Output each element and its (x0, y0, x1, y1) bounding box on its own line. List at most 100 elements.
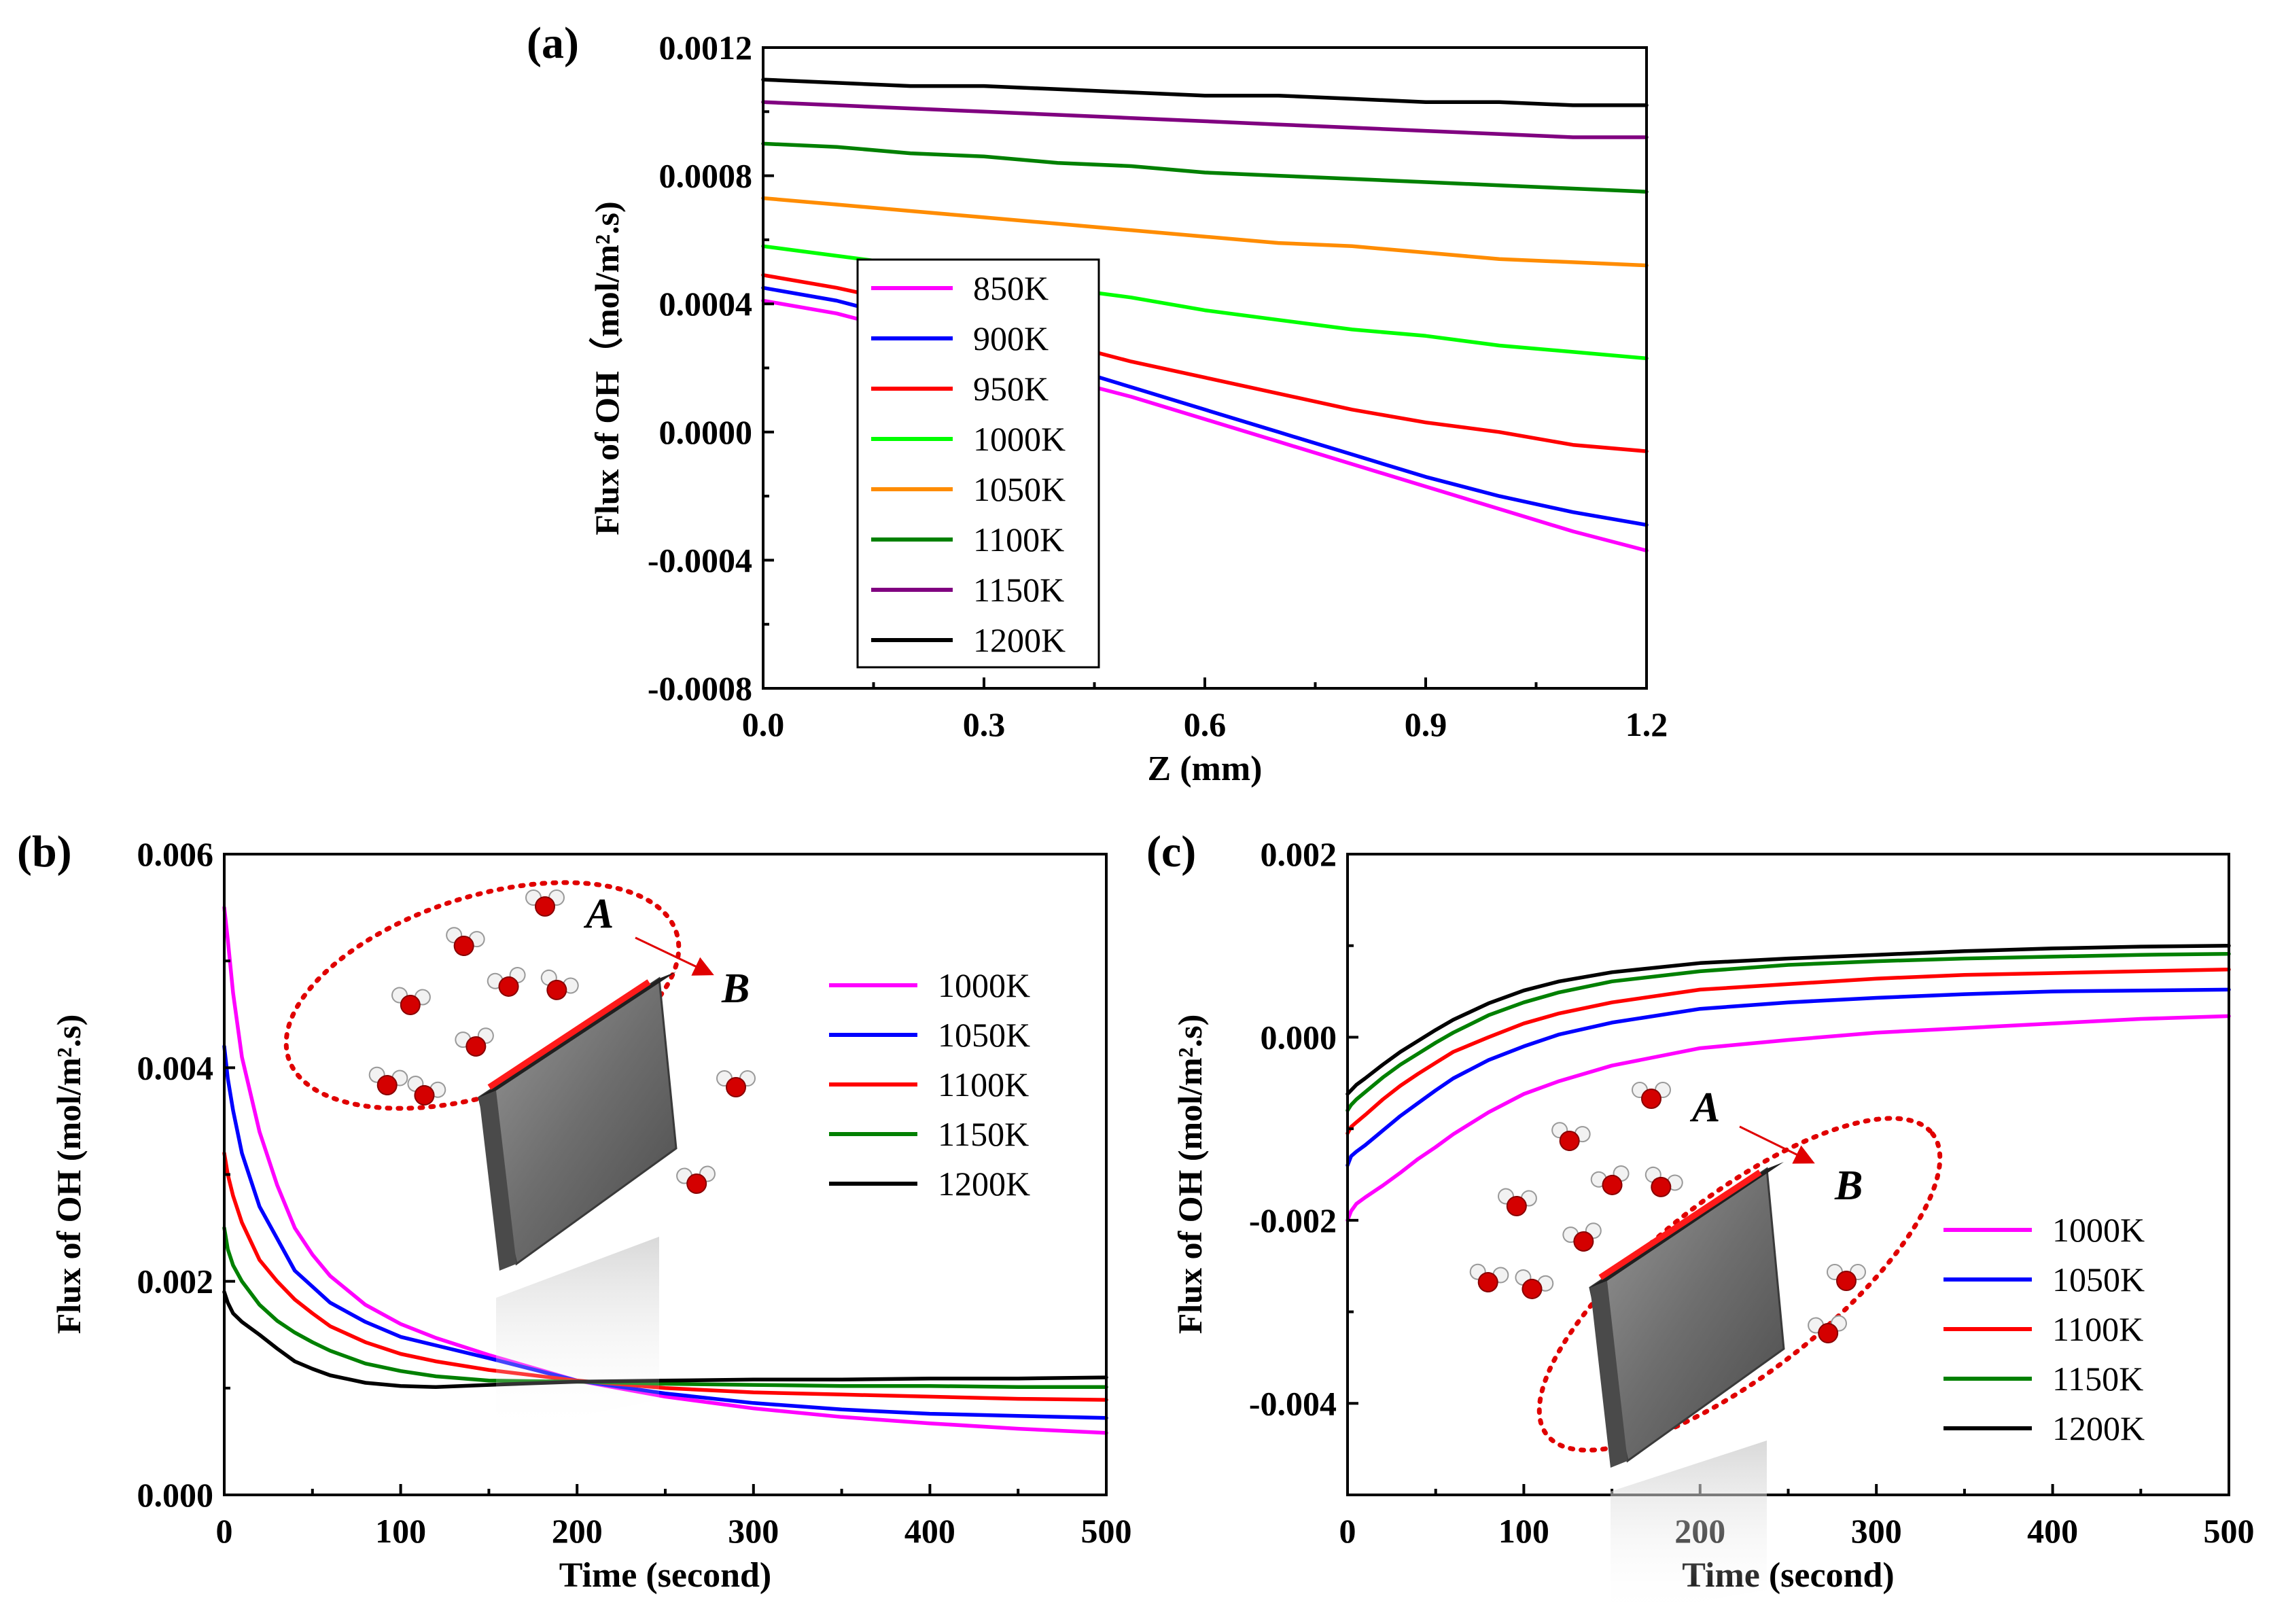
panel-c-series-1050K (1345, 987, 2231, 1167)
water-molecule-icon (525, 889, 565, 917)
panel-a-chart: 0.0 0.3 0.6 0.9 1.2 -0.0008 -0.0004 0.0000 0.000… (527, 18, 1668, 788)
panel-c-y-axis-label: Flux of OH (mol/m².s) (1171, 1014, 1209, 1335)
water-molecule-icon (1515, 1269, 1554, 1299)
panel-a-x-tick-label: 0.9 (1405, 705, 1447, 743)
panel-b-y-tick-label: 0.004 (137, 1048, 214, 1087)
panel-b-x-tick-label: 0 (216, 1512, 233, 1550)
panel-a-legend-label: 1050K (973, 470, 1066, 508)
panel-b-inset-illustration: A B (283, 880, 756, 1434)
panel-c-plate-red-surface (1598, 1169, 1762, 1280)
water-molecule-icon (368, 1066, 408, 1095)
panel-b-legend: 1000K 1050K 1100K 1150K 1200K (829, 966, 1030, 1203)
panel-a-x-tick-label: 1.2 (1625, 705, 1668, 743)
panel-c-y-tick-label: 0.000 (1261, 1018, 1337, 1056)
water-molecule-icon (676, 1165, 716, 1194)
panel-a-legend-label: 1150K (973, 571, 1064, 609)
panel-b-legend-label: 1000K (938, 966, 1030, 1004)
water-molecule-icon (1551, 1122, 1591, 1151)
panel-c-legend-label: 1150K (2052, 1360, 2143, 1398)
panel-b-water-molecules (368, 889, 756, 1194)
panel-c-label: (c) (1146, 827, 1196, 877)
panel-a-x-tick-label: 0.3 (963, 705, 1006, 743)
panel-b-plate-top-edge (479, 972, 676, 1097)
panel-c-series-1200K (1345, 943, 2231, 1096)
panel-a-x-axis-label: Z (mm) (1148, 749, 1263, 788)
panel-c-x-tick-label: 0 (1339, 1512, 1356, 1550)
panel-c-y-tick-label: -0.004 (1249, 1384, 1337, 1422)
panel-a-legend-label: 950K (973, 370, 1049, 408)
panel-b-chart: 0 100 200 300 400 500 0.000 0.002 0.004 0.006 Time… (17, 827, 1132, 1595)
panel-a-y-tick-label: 0.0004 (659, 285, 753, 323)
water-molecule-icon (1632, 1082, 1671, 1109)
panel-b-series-1150K (222, 1226, 1108, 1390)
panel-b-plate-side (479, 1091, 516, 1271)
panel-c-x-tick-label: 300 (1851, 1512, 1902, 1550)
panel-c-series-1000K (1345, 1014, 2231, 1222)
panel-a-series-1200K (761, 77, 1649, 107)
water-molecule-icon (540, 969, 579, 1000)
panel-a-x-tick-label: 0.0 (742, 705, 785, 743)
panel-c-inset-illustration: A B (1469, 1082, 1943, 1617)
panel-a-legend-label: 850K (973, 269, 1049, 307)
panel-c-legend-label: 1100K (2052, 1310, 2143, 1348)
panel-b-plate-reflection (496, 1237, 659, 1434)
water-molecule-icon (455, 1027, 494, 1057)
panel-b-legend-label: 1200K (938, 1165, 1030, 1203)
panel-a-series-1150K (761, 100, 1649, 139)
panel-b-y-tick-label: 0.006 (137, 835, 214, 873)
panel-b-x-axis-label: Time (second) (559, 1556, 771, 1595)
panel-a-legend-label: 1000K (973, 420, 1066, 458)
panel-b-plate-red-surface (487, 979, 651, 1090)
panel-a-legend: 850K 900K 950K 1000K 1050K 1100K 1150K 1200K (856, 258, 1100, 669)
panel-c-x-tick-label: 400 (2027, 1512, 2078, 1550)
panel-a-series-1100K (761, 141, 1649, 194)
panel-b-x-tick-label: 200 (552, 1512, 603, 1550)
panel-a-legend-box (856, 258, 1100, 669)
panel-b-y-tick-label: 0.002 (137, 1263, 214, 1301)
panel-c-plot-frame (1346, 853, 2230, 1496)
panel-c-legend: 1000K 1050K 1100K 1150K 1200K (1943, 1211, 2145, 1447)
panel-b-series-1050K (222, 1044, 1108, 1420)
water-molecule-icon (1644, 1166, 1683, 1197)
water-molecule-icon (1590, 1165, 1630, 1195)
panel-a-y-axis-label: Flux of OH（mol/m².s) (588, 201, 626, 535)
water-molecule-icon (446, 927, 485, 956)
panel-a-legend-label: 1200K (973, 621, 1066, 659)
panel-c-plate-top-edge (1590, 1162, 1784, 1288)
panel-b-x-tick-label: 400 (904, 1512, 955, 1550)
water-molecule-icon (1498, 1188, 1537, 1216)
water-molecule-icon (1808, 1315, 1847, 1343)
panel-c-plate-reflection (1611, 1441, 1767, 1617)
panel-a-series-1050K (761, 196, 1649, 268)
panel-c-region-b-ellipse (1536, 1116, 1943, 1453)
panel-b-legend-label: 1050K (938, 1016, 1030, 1054)
panel-c-legend-label: 1050K (2052, 1260, 2145, 1299)
water-molecule-icon (407, 1075, 446, 1106)
panel-c-y-tick-label: 0.002 (1261, 835, 1337, 873)
panel-b-arrow-a-to-b (635, 936, 714, 976)
panel-a-y-tick-label: -0.0004 (648, 541, 752, 579)
water-molecule-icon (1827, 1264, 1866, 1291)
panel-c-label-b: B (1834, 1163, 1863, 1209)
panel-c-arrow-a-to-b (1739, 1125, 1815, 1164)
panel-c-x-tick-label: 100 (1498, 1512, 1549, 1550)
panel-a-y-tick-label: 0.0008 (659, 157, 753, 195)
panel-a-legend-label: 900K (973, 319, 1049, 357)
panel-b-series-1200K (222, 1290, 1108, 1390)
panel-c-label-a: A (1689, 1084, 1720, 1131)
panel-c-legend-label: 1200K (2052, 1409, 2145, 1447)
panel-b-legend-label: 1150K (938, 1115, 1029, 1153)
panel-c-series-1150K (1345, 952, 2231, 1112)
panel-c-series-1100K (1345, 967, 2231, 1135)
panel-a-y-tick-label: 0.0000 (659, 413, 753, 451)
water-molecule-icon (487, 966, 526, 997)
panel-a-y-tick-label: 0.0012 (659, 29, 753, 67)
panel-b-label-b: B (721, 966, 750, 1012)
panel-c-legend-label: 1000K (2052, 1211, 2145, 1249)
panel-a-y-tick-label: -0.0008 (648, 669, 752, 707)
panel-b-label: (b) (17, 827, 72, 877)
panel-b-y-tick-label: 0.000 (137, 1476, 214, 1514)
water-molecule-icon (391, 987, 431, 1015)
water-molecule-icon (1469, 1263, 1509, 1292)
